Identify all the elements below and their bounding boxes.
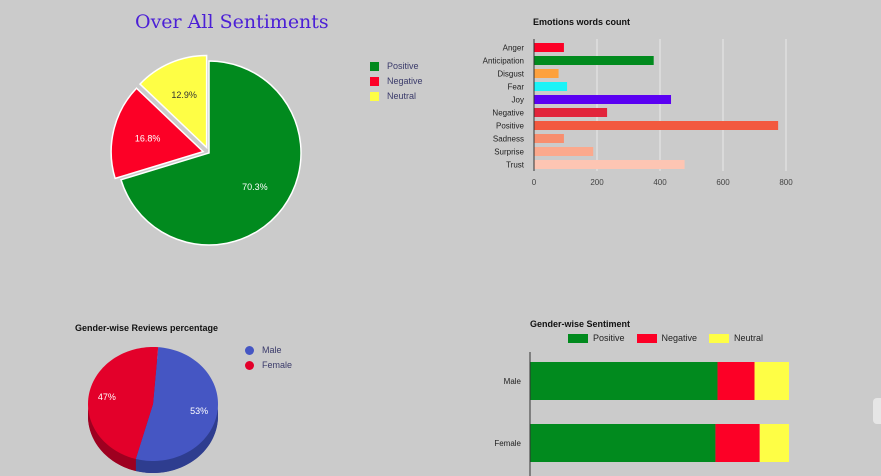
y-tick-label: Fear bbox=[508, 83, 525, 92]
pie-slice-female bbox=[88, 347, 159, 459]
overall-sentiment-title: Over All Sentiments bbox=[135, 11, 329, 33]
legend-swatch bbox=[709, 333, 730, 343]
x-tick-label: 200 bbox=[590, 178, 604, 187]
y-tick-label: Joy bbox=[512, 96, 524, 105]
legend-label: Negative bbox=[387, 76, 423, 86]
bar-male-positive bbox=[530, 362, 718, 400]
bar-anger bbox=[534, 43, 564, 52]
pie-label-female: 47% bbox=[98, 392, 116, 402]
overall-sentiment-legend: Positive Negative Neutral bbox=[370, 61, 423, 106]
legend-item-female: Female bbox=[245, 360, 292, 370]
overall-sentiment-pie: 70.3% 16.8% 12.9% bbox=[110, 54, 302, 246]
y-tick-label: Anticipation bbox=[483, 57, 524, 66]
legend-label: Neutral bbox=[734, 333, 764, 343]
emotions-panel: Emotions words count 0 200 400 600 800 Anger A… bbox=[460, 0, 881, 270]
bar-fear bbox=[534, 82, 568, 91]
legend-item-male: Male bbox=[245, 345, 292, 355]
bar-disgust bbox=[534, 69, 559, 78]
y-tick-label: Disgust bbox=[497, 70, 524, 79]
pie-slice-positive bbox=[120, 60, 302, 246]
legend-item-negative: Negative bbox=[370, 76, 423, 86]
pie-slice-neutral bbox=[138, 54, 208, 150]
bar-trust bbox=[534, 160, 685, 169]
legend-item-neutral: Neutral bbox=[370, 91, 423, 101]
x-tick-label: 800 bbox=[779, 178, 793, 187]
legend-swatch bbox=[370, 76, 379, 86]
bar-surprise bbox=[534, 147, 594, 156]
bar-female-neutral bbox=[759, 424, 789, 462]
y-tick-label: Sadness bbox=[493, 135, 524, 144]
pie-label-neutral: 12.9% bbox=[171, 90, 197, 100]
gender-reviews-pie: 53% 47% bbox=[88, 347, 218, 473]
x-tick-label: 600 bbox=[716, 178, 730, 187]
bar-negative bbox=[534, 108, 608, 117]
bar-anticipation bbox=[534, 56, 654, 65]
gender-reviews-title: Gender-wise Reviews percentage bbox=[75, 323, 219, 333]
legend-label: Negative bbox=[661, 333, 698, 343]
y-tick-label: Surprise bbox=[494, 148, 524, 157]
gender-reviews-legend: Male Female bbox=[245, 345, 292, 375]
y-tick-label: Male bbox=[504, 377, 522, 386]
gender-sentiment-panel: Gender-wise Sentiment Positive Negative Ne… bbox=[460, 300, 881, 476]
x-tick-label: 400 bbox=[653, 178, 667, 187]
legend-swatch bbox=[370, 61, 379, 71]
legend-label: Female bbox=[262, 360, 293, 370]
bar-male-neutral bbox=[754, 362, 789, 400]
scroll-handle[interactable] bbox=[873, 398, 881, 424]
legend-item-neutral: Neutral bbox=[709, 333, 763, 343]
gender-sentiment-title: Gender-wise Sentiment bbox=[530, 319, 631, 329]
legend-item-negative: Negative bbox=[636, 333, 698, 343]
legend-item-positive: Positive bbox=[370, 61, 423, 71]
y-tick-label: Positive bbox=[496, 122, 525, 131]
bar-joy bbox=[534, 95, 672, 104]
y-tick-label: Female bbox=[494, 439, 521, 448]
legend-swatch bbox=[370, 91, 379, 101]
overall-sentiment-panel: Over All Sentiments 70.3% 16.8% 12.9% Posi… bbox=[0, 0, 460, 270]
bar-positive bbox=[534, 121, 779, 130]
pie-label-positive: 70.3% bbox=[242, 182, 268, 192]
legend-label: Positive bbox=[387, 61, 419, 71]
bar-sadness bbox=[534, 134, 564, 143]
x-tick-label: 0 bbox=[532, 178, 537, 187]
pie-slice-male bbox=[135, 347, 218, 461]
bar-male-negative bbox=[717, 362, 755, 400]
legend-label: Neutral bbox=[387, 91, 417, 101]
legend-swatch bbox=[245, 345, 254, 355]
bar-female-positive bbox=[530, 424, 716, 462]
legend-label: Male bbox=[262, 345, 282, 355]
gender-sentiment-legend: Positive Negative Neutral bbox=[568, 333, 775, 343]
legend-swatch bbox=[568, 333, 588, 343]
emotions-title: Emotions words count bbox=[533, 17, 631, 27]
pie-side-male bbox=[135, 402, 218, 473]
y-tick-label: Negative bbox=[492, 109, 524, 118]
y-tick-label: Trust bbox=[506, 161, 525, 170]
legend-item-positive: Positive bbox=[568, 333, 625, 343]
emotions-bar-chart: 0 200 400 600 800 Anger Anticipation Disgust Fea… bbox=[483, 39, 793, 187]
pie-label-male: 53% bbox=[190, 406, 208, 416]
legend-swatch bbox=[245, 360, 254, 370]
gender-reviews-panel: Gender-wise Reviews percentage 53% 47% Ma… bbox=[0, 300, 460, 476]
bar-female-negative bbox=[715, 424, 760, 462]
pie-label-negative: 16.8% bbox=[135, 133, 161, 143]
pie-slice-negative bbox=[110, 87, 205, 180]
legend-label: Positive bbox=[593, 333, 625, 343]
gender-sentiment-bar-chart: Male Female bbox=[494, 352, 789, 476]
y-tick-label: Anger bbox=[503, 44, 525, 53]
pie-side-female bbox=[88, 402, 136, 471]
legend-swatch bbox=[636, 333, 657, 343]
